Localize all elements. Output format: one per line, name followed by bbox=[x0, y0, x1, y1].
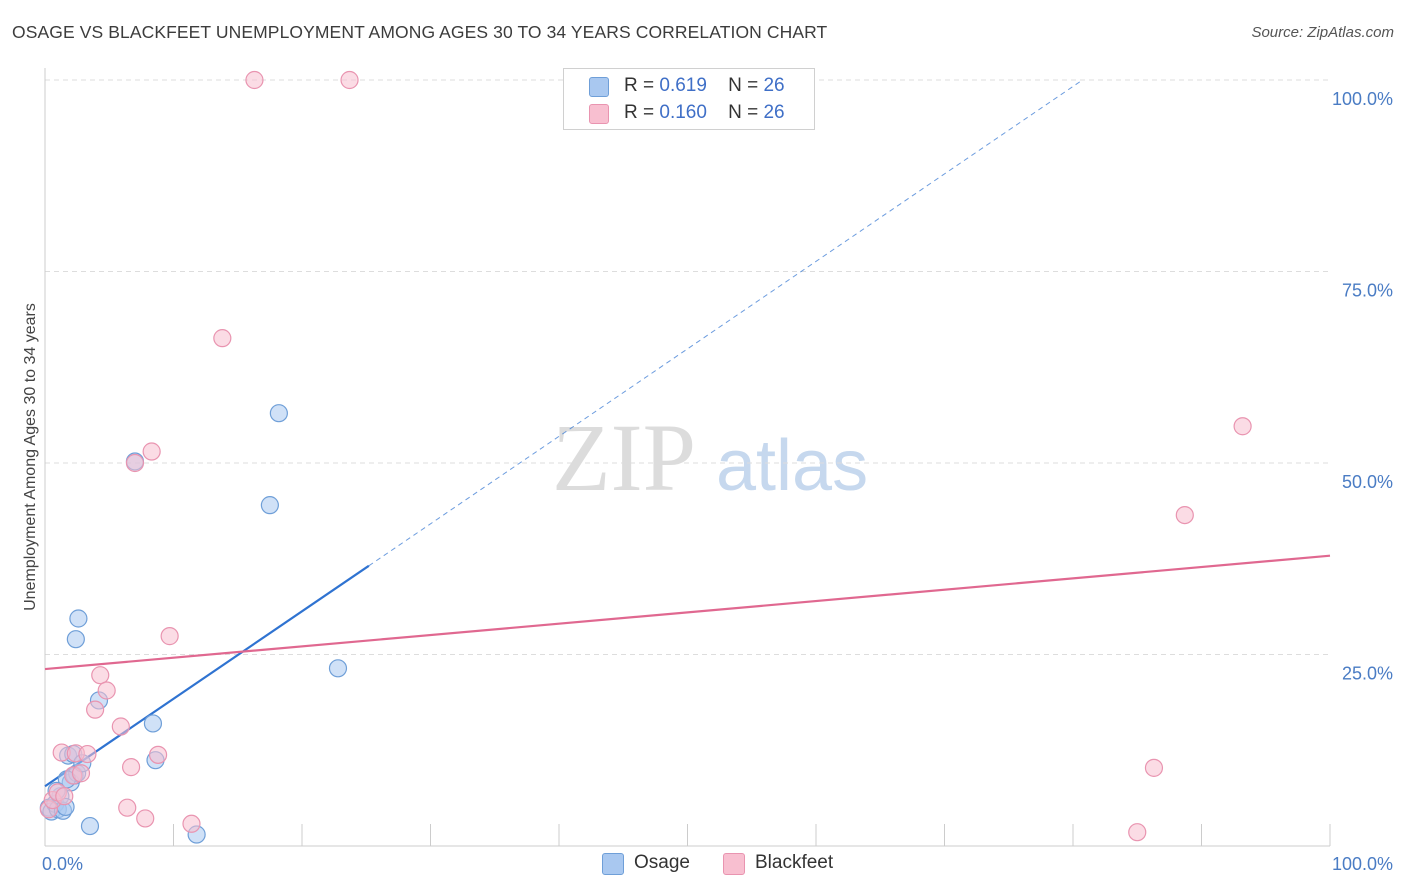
point-osage bbox=[269, 404, 288, 423]
legend-r-label: R = bbox=[624, 102, 655, 123]
legend-n-value: 26 bbox=[763, 75, 785, 96]
point-blackfeet bbox=[136, 809, 155, 828]
legend-r-label: R = bbox=[624, 75, 655, 96]
point-blackfeet bbox=[78, 744, 97, 764]
x-tick-label: 100.0% bbox=[1332, 854, 1393, 874]
trend-line-osage bbox=[44, 564, 370, 788]
point-blackfeet bbox=[121, 758, 141, 777]
y-tick-label: 50.0% bbox=[1342, 472, 1393, 492]
osage-swatch bbox=[589, 77, 609, 97]
point-blackfeet bbox=[213, 329, 232, 348]
blackfeet-swatch bbox=[723, 853, 745, 875]
point-osage bbox=[69, 609, 88, 628]
point-blackfeet bbox=[86, 700, 105, 719]
trend-line-blackfeet bbox=[44, 554, 1331, 671]
point-blackfeet bbox=[160, 627, 179, 646]
trend-lines bbox=[44, 79, 1331, 788]
legend-r-value: 0.619 bbox=[659, 75, 707, 96]
tick-labels: 25.0% 50.0% 75.0% 100.0% 0.0% 100.0% bbox=[42, 89, 1393, 874]
point-blackfeet bbox=[125, 453, 145, 473]
legend-n-label: N = bbox=[728, 102, 759, 123]
y-tick-label: 75.0% bbox=[1342, 281, 1393, 301]
legend-r-value: 0.160 bbox=[659, 102, 707, 123]
point-blackfeet bbox=[1128, 823, 1147, 842]
source-label: Source: ZipAtlas.com bbox=[1251, 24, 1394, 41]
point-blackfeet bbox=[118, 798, 137, 817]
point-blackfeet bbox=[340, 70, 359, 90]
watermark: ZIP atlas bbox=[552, 404, 868, 511]
osage-swatch bbox=[602, 853, 624, 875]
x-tick-label: 0.0% bbox=[42, 854, 83, 874]
grid bbox=[45, 79, 1330, 655]
point-blackfeet bbox=[142, 442, 161, 461]
point-osage bbox=[328, 659, 348, 678]
correlation-legend: R = 0.619 N = 26 R = 0.160 N = 26 bbox=[563, 68, 815, 130]
legend-label-blackfeet: Blackfeet bbox=[755, 852, 834, 873]
point-blackfeet bbox=[245, 70, 264, 90]
legend-n-label: N = bbox=[728, 75, 759, 96]
legend-n-value: 26 bbox=[763, 102, 785, 123]
point-blackfeet bbox=[55, 787, 74, 806]
blackfeet-swatch bbox=[589, 104, 609, 124]
point-osage bbox=[260, 496, 279, 515]
legend-label-osage: Osage bbox=[634, 852, 690, 873]
point-osage bbox=[66, 630, 85, 649]
watermark-zip: ZIP bbox=[552, 404, 696, 511]
point-blackfeet bbox=[97, 681, 116, 700]
point-blackfeet bbox=[91, 666, 110, 685]
chart-title: OSAGE VS BLACKFEET UNEMPLOYMENT AMONG AG… bbox=[12, 22, 828, 42]
point-blackfeet bbox=[71, 764, 91, 783]
point-blackfeet bbox=[1233, 417, 1252, 436]
watermark-atlas: atlas bbox=[716, 426, 868, 506]
point-blackfeet bbox=[111, 717, 130, 736]
point-blackfeet bbox=[182, 814, 201, 833]
point-blackfeet bbox=[1175, 505, 1194, 525]
point-osage bbox=[80, 816, 100, 836]
axes bbox=[44, 68, 1331, 847]
y-tick-label: 100.0% bbox=[1332, 89, 1393, 109]
y-tick-label: 25.0% bbox=[1342, 664, 1393, 684]
point-blackfeet bbox=[1144, 758, 1164, 777]
point-blackfeet bbox=[148, 745, 168, 764]
point-osage bbox=[143, 714, 163, 733]
data-points bbox=[39, 70, 1252, 844]
